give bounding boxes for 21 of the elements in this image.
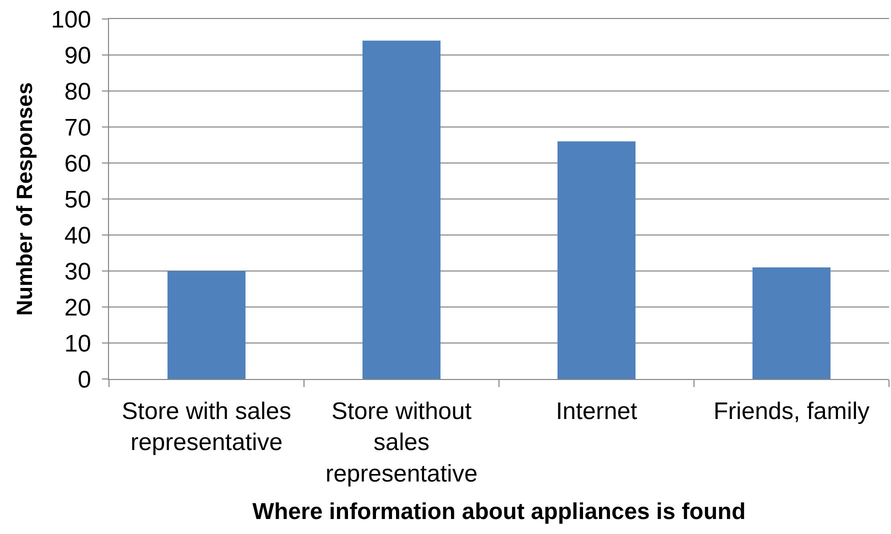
y-tick-label: 20	[64, 294, 92, 322]
y-tick-label: 70	[64, 114, 92, 142]
y-tick-label: 60	[64, 150, 92, 178]
bar	[168, 271, 246, 379]
y-tick-label: 0	[78, 366, 92, 394]
bar	[558, 141, 636, 379]
y-tick-label: 40	[64, 222, 92, 250]
bar	[362, 40, 440, 379]
y-tick-label: 100	[51, 6, 92, 34]
y-axis-title: Number of Responses	[12, 82, 37, 316]
x-tick-label: Internet	[556, 398, 638, 425]
x-tick-label: Friends, family	[713, 398, 870, 425]
y-tick-label: 50	[64, 186, 92, 214]
x-tick-label: Store with sales representative	[122, 398, 292, 456]
y-tick-label: 30	[64, 258, 92, 286]
y-tick-label: 80	[64, 78, 92, 106]
x-axis-title: Where information about appliances is found	[252, 498, 746, 524]
y-tick-label: 10	[64, 330, 92, 358]
x-tick-label: Store without sales representative	[325, 398, 478, 488]
y-tick-label: 90	[64, 42, 92, 70]
bar	[752, 267, 830, 379]
